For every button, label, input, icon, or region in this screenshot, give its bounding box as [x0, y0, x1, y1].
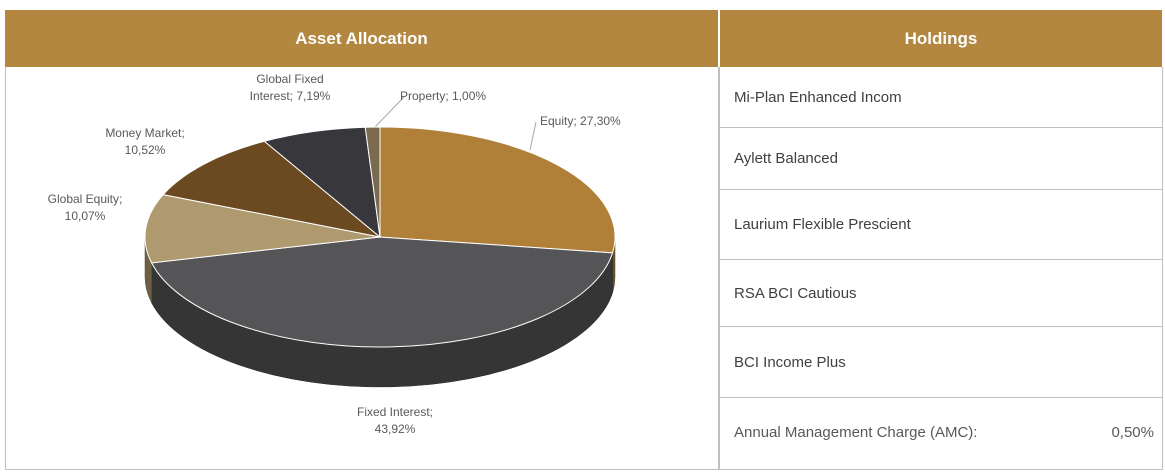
data-label: Fixed Interest; 43,92%	[356, 405, 434, 436]
amc-value: 0,50%	[1111, 423, 1154, 441]
holding-row: Laurium Flexible Prescient	[720, 190, 1162, 260]
holding-row: RSA BCI Cautious	[720, 260, 1162, 327]
data-label: Global Fixed Interest; 7,19%	[249, 72, 331, 103]
pie-chart	[144, 96, 616, 388]
slice	[150, 236, 614, 348]
leader-line	[529, 121, 537, 151]
leader-line	[374, 96, 405, 128]
amc-label: Annual Management Charge (AMC):	[734, 423, 978, 441]
slice	[144, 194, 381, 264]
slice	[364, 126, 381, 238]
allocation-panel	[5, 67, 719, 470]
holdings-header: Holdings	[720, 10, 1162, 67]
holding-row: Mi-Plan Enhanced Incom	[720, 67, 1162, 128]
allocation-header: Asset Allocation	[5, 10, 718, 67]
holding-row: BCI Income Plus	[720, 327, 1162, 398]
data-label: Money Market; 10,52%	[105, 126, 185, 157]
data-label: Equity; 27,30%	[540, 114, 621, 128]
slice	[162, 140, 381, 238]
data-label: Global Equity; 10,07%	[47, 192, 123, 223]
slice	[263, 126, 381, 239]
holdings-panel	[719, 67, 1163, 470]
holding-row: Aylett Balanced	[720, 128, 1162, 190]
slice	[379, 126, 616, 254]
data-label: Property; 1,00%	[400, 89, 487, 103]
amc-row: Annual Management Charge (AMC): 0,50%	[720, 398, 1162, 466]
